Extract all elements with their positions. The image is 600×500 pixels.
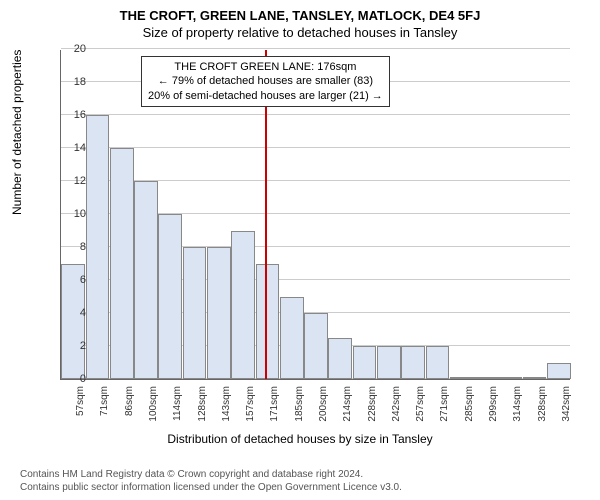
footer-line: Contains public sector information licen…	[20, 481, 402, 494]
y-tick-label: 12	[56, 175, 86, 187]
y-tick-label: 20	[56, 43, 86, 55]
callout-box: THE CROFT GREEN LANE: 176sqm← 79% of det…	[141, 56, 390, 107]
x-tick-label: 228sqm	[367, 386, 378, 436]
chart-title-main: THE CROFT, GREEN LANE, TANSLEY, MATLOCK,…	[0, 0, 600, 23]
histogram-bar	[523, 377, 547, 379]
histogram-bar	[134, 181, 158, 379]
histogram-bar	[547, 363, 571, 380]
histogram-bar	[86, 115, 110, 379]
histogram-bar	[280, 297, 304, 380]
callout-line: THE CROFT GREEN LANE: 176sqm	[148, 60, 383, 74]
y-tick-label: 0	[56, 373, 86, 385]
footer-line: Contains HM Land Registry data © Crown c…	[20, 468, 402, 481]
y-tick-label: 6	[56, 274, 86, 286]
x-tick-label: 86sqm	[124, 386, 135, 436]
histogram-bar	[328, 338, 352, 379]
x-tick-label: 242sqm	[391, 386, 402, 436]
histogram-bar	[158, 214, 182, 379]
histogram-bar	[426, 346, 450, 379]
histogram-bar	[256, 264, 280, 380]
gridline	[61, 147, 570, 148]
histogram-bar	[498, 377, 522, 379]
y-tick-label: 14	[56, 142, 86, 154]
histogram-bar	[110, 148, 134, 379]
chart-title-sub: Size of property relative to detached ho…	[0, 23, 600, 40]
chart-plot-area: THE CROFT GREEN LANE: 176sqm← 79% of det…	[60, 50, 570, 380]
histogram-bar	[450, 377, 474, 379]
histogram-bar	[377, 346, 401, 379]
y-tick-label: 18	[56, 76, 86, 88]
x-tick-label: 71sqm	[99, 386, 110, 436]
x-tick-label: 171sqm	[269, 386, 280, 436]
x-tick-label: 314sqm	[512, 386, 523, 436]
x-tick-label: 271sqm	[439, 386, 450, 436]
histogram-bar	[474, 377, 498, 379]
gridline	[61, 114, 570, 115]
y-tick-label: 8	[56, 241, 86, 253]
histogram-bar	[207, 247, 231, 379]
x-tick-label: 257sqm	[415, 386, 426, 436]
y-axis-label: Number of detached properties	[10, 50, 24, 215]
y-tick-label: 4	[56, 307, 86, 319]
x-tick-label: 114sqm	[172, 386, 183, 436]
gridline	[61, 48, 570, 49]
x-tick-label: 143sqm	[221, 386, 232, 436]
y-tick-label: 16	[56, 109, 86, 121]
x-tick-label: 328sqm	[537, 386, 548, 436]
x-tick-label: 57sqm	[75, 386, 86, 436]
histogram-bar	[304, 313, 328, 379]
x-tick-label: 200sqm	[318, 386, 329, 436]
histogram-bar	[353, 346, 377, 379]
x-tick-label: 342sqm	[561, 386, 572, 436]
x-tick-label: 299sqm	[488, 386, 499, 436]
histogram-bar	[231, 231, 255, 380]
x-tick-label: 100sqm	[148, 386, 159, 436]
callout-line: 20% of semi-detached houses are larger (…	[148, 89, 383, 103]
x-tick-label: 185sqm	[294, 386, 305, 436]
y-tick-label: 10	[56, 208, 86, 220]
x-tick-label: 285sqm	[464, 386, 475, 436]
x-tick-label: 214sqm	[342, 386, 353, 436]
callout-line: ← 79% of detached houses are smaller (83…	[148, 74, 383, 88]
histogram-bar	[183, 247, 207, 379]
footer-attribution: Contains HM Land Registry data © Crown c…	[20, 468, 402, 494]
x-tick-label: 157sqm	[245, 386, 256, 436]
x-tick-label: 128sqm	[197, 386, 208, 436]
y-tick-label: 2	[56, 340, 86, 352]
histogram-bar	[401, 346, 425, 379]
